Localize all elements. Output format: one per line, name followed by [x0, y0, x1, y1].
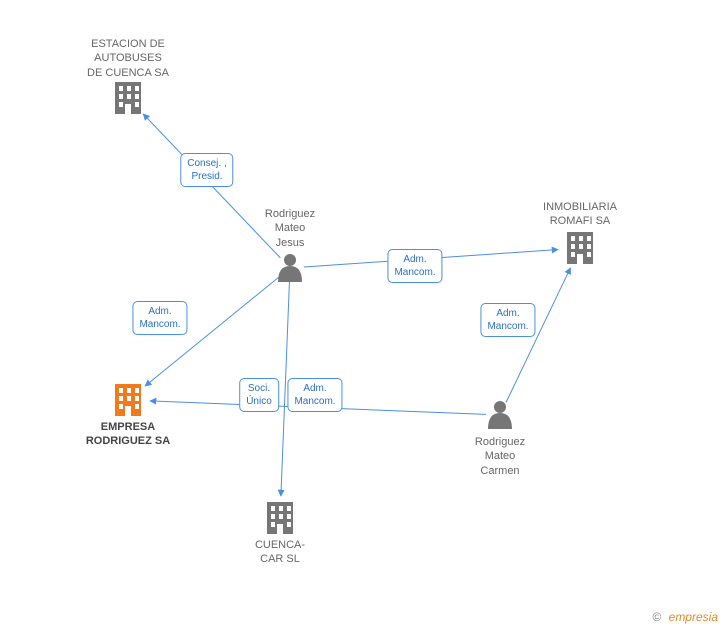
building-icon	[115, 384, 141, 416]
node-label: INMOBILIARIA ROMAFI SA	[543, 200, 617, 229]
edge-label: Adm. Mancom.	[387, 249, 442, 283]
node-label: Rodriguez Mateo Carmen	[475, 435, 525, 478]
node-label: EMPRESA RODRIGUEZ SA	[86, 420, 170, 449]
edge-label: Adm. Mancom.	[480, 303, 535, 337]
person-icon	[278, 254, 302, 282]
diagram-canvas	[0, 0, 728, 630]
edge-label: Adm. Mancom.	[132, 301, 187, 335]
node-label: CUENCA- CAR SL	[255, 538, 305, 567]
node-label: ESTACION DE AUTOBUSES DE CUENCA SA	[87, 37, 169, 80]
edge-label: Adm. Mancom.	[287, 378, 342, 412]
watermark: © empresia	[652, 610, 718, 624]
building-icon	[567, 232, 593, 264]
edge-label: Soci. Único	[239, 378, 279, 412]
watermark-brand: empresia	[669, 610, 718, 624]
building-icon	[115, 82, 141, 114]
node-label: Rodriguez Mateo Jesus	[265, 207, 315, 250]
building-icon	[267, 502, 293, 534]
person-icon	[488, 401, 512, 429]
edge-label: Consej. , Presid.	[180, 153, 233, 187]
copyright-symbol: ©	[652, 610, 661, 624]
